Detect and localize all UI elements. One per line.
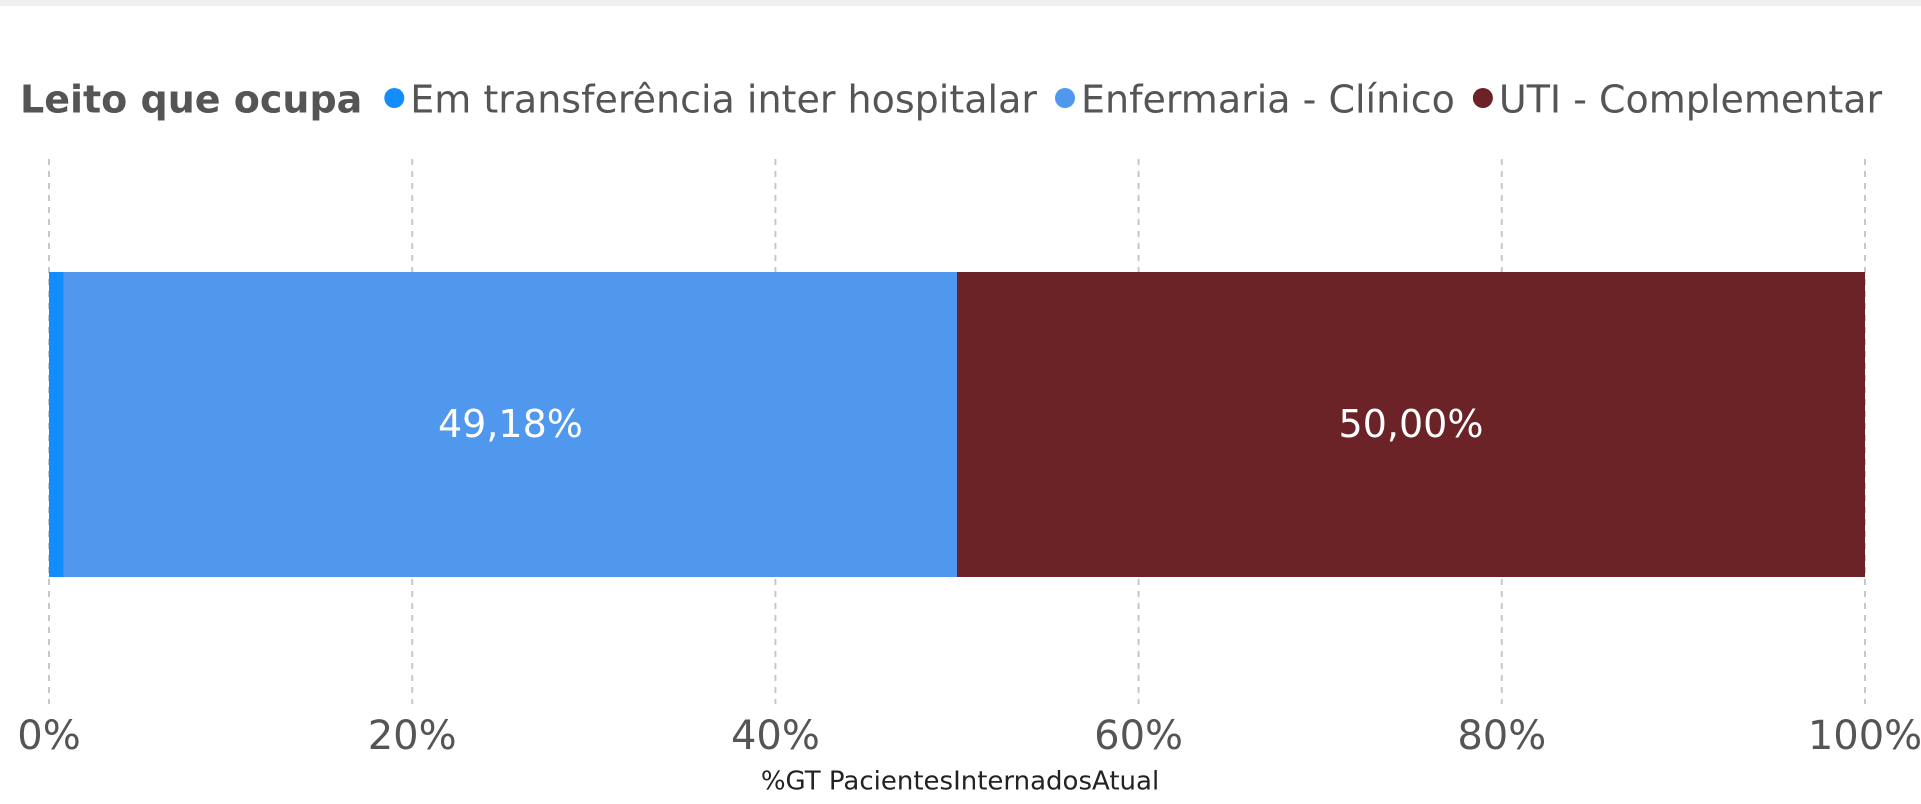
bar-segment — [63, 272, 958, 577]
bar-segment — [957, 272, 1865, 577]
legend-marker — [1472, 88, 1493, 108]
data-label: 50,00% — [1339, 402, 1484, 446]
legend-label: Enfermaria - Clínico — [1081, 78, 1455, 122]
x-tick-label: 40% — [731, 713, 820, 759]
data-label: 49,18% — [438, 402, 583, 446]
x-tick-label: 80% — [1457, 713, 1546, 759]
legend-label: Em transferência inter hospitalar — [410, 78, 1037, 122]
x-tick-label: 0% — [17, 713, 80, 759]
top-border — [0, 0, 1921, 6]
x-tick-label: 100% — [1808, 713, 1921, 759]
legend-title: Leito que ocupa — [20, 78, 362, 122]
x-axis-title: %GT PacientesInternadosAtual — [761, 767, 1159, 797]
x-tick-label: 60% — [1094, 713, 1183, 759]
legend-marker — [1055, 88, 1075, 108]
legend-label: UTI - Complementar — [1499, 78, 1883, 122]
x-tick-label: 20% — [368, 713, 457, 759]
bar-segment — [49, 272, 64, 577]
legend-marker — [384, 88, 405, 108]
